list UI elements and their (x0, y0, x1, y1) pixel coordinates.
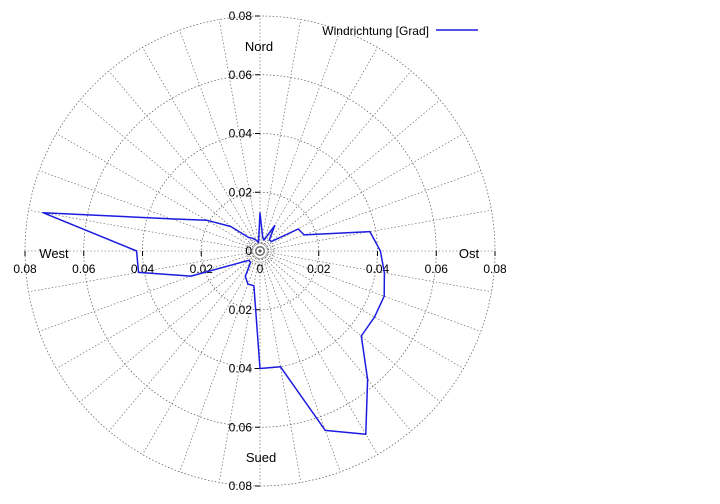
data-point (190, 275, 192, 277)
tick-label-north: 0.02 (229, 185, 253, 199)
grid-spoke (259, 170, 481, 252)
grid-spoke (259, 250, 492, 293)
data-point (261, 235, 264, 238)
data-point (365, 433, 367, 435)
grid-spoke (179, 30, 261, 252)
grid-spoke (28, 209, 261, 252)
tick-label-north: 0.04 (229, 127, 253, 141)
legend: Windrichtung [Grad] (322, 24, 478, 38)
tick-label-east: 0.04 (366, 262, 390, 276)
radial-tick-labels: 000.020.020.02 0.020.040.040.04 0.040.060.… (13, 9, 507, 493)
grid-spoke (259, 19, 302, 252)
data-point (383, 272, 385, 274)
grid-spoke (79, 250, 261, 403)
data-point (367, 378, 369, 380)
tick-label-west: 0.06 (72, 262, 96, 276)
data-point (248, 236, 250, 239)
data-point (230, 225, 232, 228)
grid-circle (250, 241, 270, 261)
grid-spoke (259, 250, 481, 332)
grid-spoke (259, 99, 441, 252)
tick-label-east: 0.02 (307, 262, 331, 276)
legend-label: Windrichtung [Grad] (322, 24, 429, 38)
tick-label-north: 0.08 (229, 9, 253, 23)
data-point (239, 262, 241, 264)
direction-label-west: West (39, 246, 69, 261)
tick-label-west: 0.02 (190, 262, 214, 276)
direction-labels: Nord Ost Sued West (39, 39, 479, 465)
grid-spoke (259, 250, 302, 483)
grid-spoke (179, 250, 261, 472)
data-point (244, 275, 246, 278)
data-point (279, 366, 282, 368)
data-point (270, 240, 272, 243)
series-line (42, 211, 386, 435)
series-layer (42, 211, 386, 435)
data-point (255, 239, 257, 241)
grid-spoke (56, 133, 261, 252)
tick-label-south: 0.04 (229, 362, 253, 376)
grid-spoke (259, 250, 341, 472)
data-point (383, 295, 385, 297)
grid-spoke (259, 30, 341, 252)
grid-spoke (56, 250, 261, 369)
data-point (369, 231, 371, 233)
grid-spoke (259, 250, 441, 403)
tick-label-north: 0.06 (229, 68, 253, 82)
grid-spoke (142, 250, 261, 455)
tick-label-east: 0.06 (425, 262, 449, 276)
grid-circle (246, 237, 274, 265)
data-point (42, 212, 44, 214)
data-point (247, 283, 249, 285)
tick-label-west: 0.08 (13, 262, 37, 276)
data-point (268, 239, 271, 241)
tick-label-south: 0.06 (229, 420, 253, 434)
direction-label-north: Nord (245, 39, 273, 54)
data-point (257, 241, 260, 243)
data-point (171, 218, 173, 220)
data-point (379, 250, 382, 252)
grid-spoke (39, 170, 261, 252)
grid-spoke (259, 250, 378, 455)
data-point (252, 237, 254, 239)
data-point (249, 261, 252, 263)
tick-label-south: 0.08 (229, 479, 253, 493)
data-point (360, 335, 362, 337)
data-point (136, 250, 138, 252)
data-point (263, 239, 265, 241)
grid-spoke (259, 250, 464, 369)
data-point (297, 228, 299, 230)
grid-spoke (28, 250, 261, 293)
data-point (253, 285, 255, 287)
grid-spoke (259, 47, 378, 252)
data-point (205, 219, 208, 221)
data-point (248, 259, 250, 262)
grid-spoke (259, 70, 412, 252)
direction-label-east: Ost (459, 246, 480, 261)
grid-spoke (39, 250, 261, 332)
data-point (259, 367, 261, 370)
data-point (274, 224, 276, 227)
tick-label-x-origin: 0 (257, 262, 264, 276)
grid-spoke (218, 19, 261, 252)
data-point (303, 234, 305, 236)
grid-spoke (108, 250, 261, 432)
grid-spoke (142, 47, 261, 252)
polar-grid (24, 15, 496, 487)
grid-spoke (259, 209, 492, 252)
data-point (324, 429, 326, 432)
tick-label-south: 0.02 (229, 303, 253, 317)
tick-label-east: 0.08 (483, 262, 507, 276)
data-point (373, 316, 376, 318)
direction-label-south: Sued (246, 450, 276, 465)
grid-spoke (218, 250, 261, 483)
grid-spoke (259, 250, 412, 432)
grid-spoke (108, 70, 261, 252)
data-point (259, 212, 261, 214)
tick-label-origin: 0 (245, 244, 252, 258)
data-point (137, 271, 140, 274)
